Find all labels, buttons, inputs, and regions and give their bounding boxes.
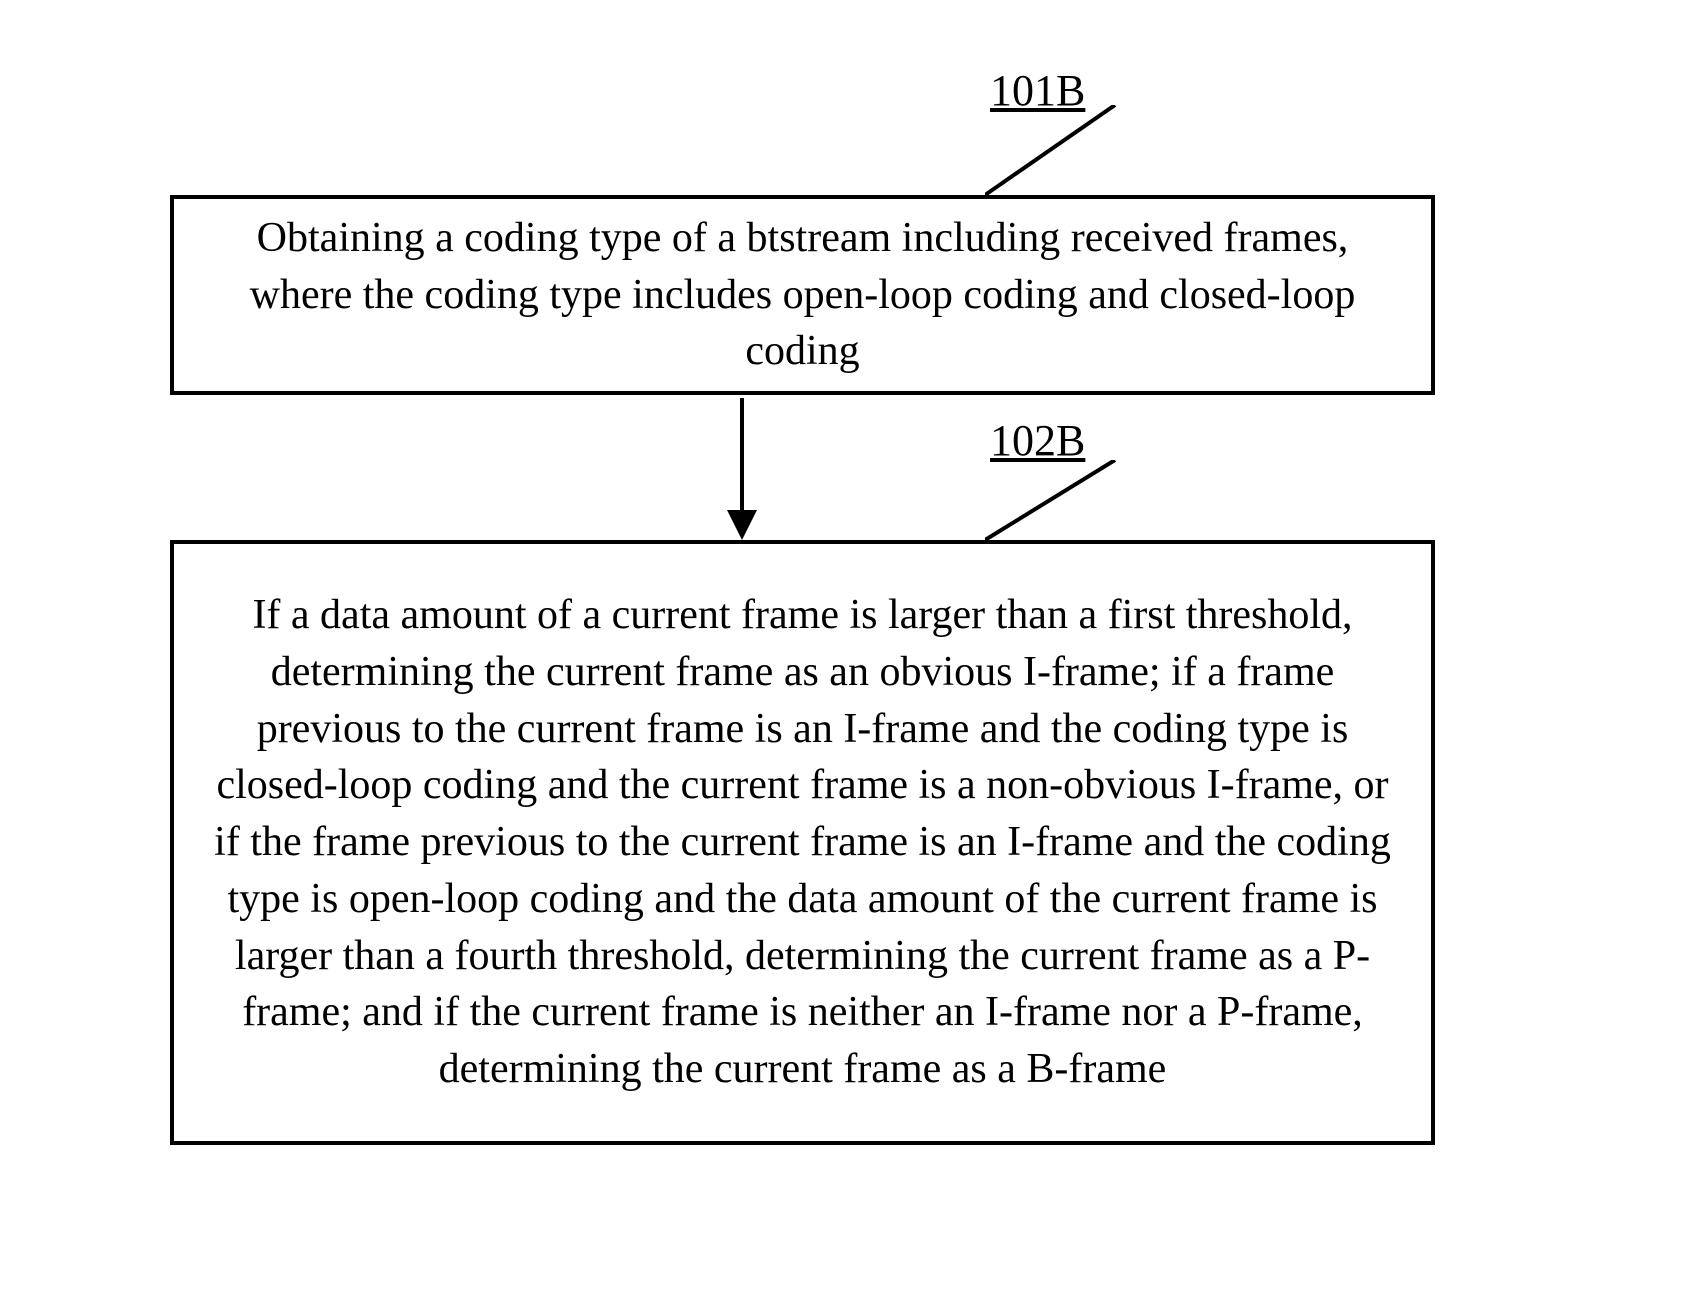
flowchart-container: 101B Obtaining a coding type of a btstre… [0,0,1695,1315]
connector-line-1 [985,105,1165,205]
node-text-102b: If a data amount of a current frame is l… [204,587,1401,1097]
flow-arrow [712,398,772,543]
node-text-101b: Obtaining a coding type of a btstream in… [204,210,1401,380]
flowchart-node-102b: If a data amount of a current frame is l… [170,540,1435,1145]
node-label-102b: 102B [990,415,1085,466]
connector-line-2 [985,460,1165,550]
flowchart-node-101b: Obtaining a coding type of a btstream in… [170,195,1435,395]
